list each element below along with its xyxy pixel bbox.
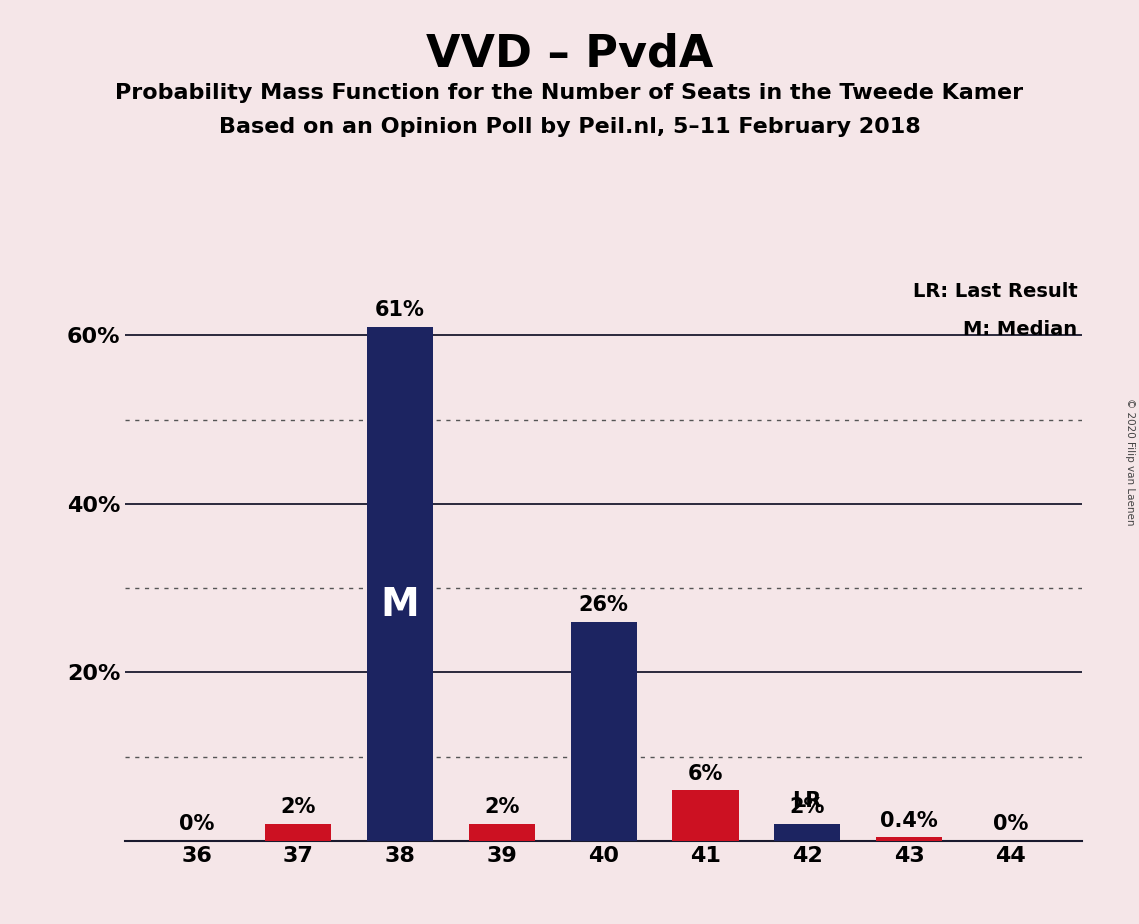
- Text: 61%: 61%: [375, 300, 425, 321]
- Bar: [571, 622, 637, 841]
- Text: VVD – PvdA: VVD – PvdA: [426, 32, 713, 76]
- Text: Probability Mass Function for the Number of Seats in the Tweede Kamer: Probability Mass Function for the Number…: [115, 83, 1024, 103]
- Text: 6%: 6%: [688, 763, 723, 784]
- Bar: [672, 790, 738, 841]
- Text: 0%: 0%: [993, 814, 1029, 834]
- Text: © 2020 Filip van Laenen: © 2020 Filip van Laenen: [1125, 398, 1134, 526]
- Text: 0%: 0%: [179, 814, 214, 834]
- Bar: [469, 824, 535, 841]
- Text: 2%: 2%: [789, 797, 825, 817]
- Text: 2%: 2%: [484, 797, 519, 817]
- Text: LR: LR: [793, 791, 822, 811]
- Text: M: M: [380, 586, 419, 624]
- Bar: [265, 824, 331, 841]
- Bar: [367, 327, 433, 841]
- Text: 0.4%: 0.4%: [880, 810, 937, 831]
- Bar: [876, 837, 942, 841]
- Text: Based on an Opinion Poll by Peil.nl, 5–11 February 2018: Based on an Opinion Poll by Peil.nl, 5–1…: [219, 117, 920, 138]
- Text: 2%: 2%: [280, 797, 316, 817]
- Bar: [775, 824, 841, 841]
- Text: LR: Last Result: LR: Last Result: [912, 283, 1077, 301]
- Text: M: Median: M: Median: [964, 320, 1077, 338]
- Text: 26%: 26%: [579, 595, 629, 615]
